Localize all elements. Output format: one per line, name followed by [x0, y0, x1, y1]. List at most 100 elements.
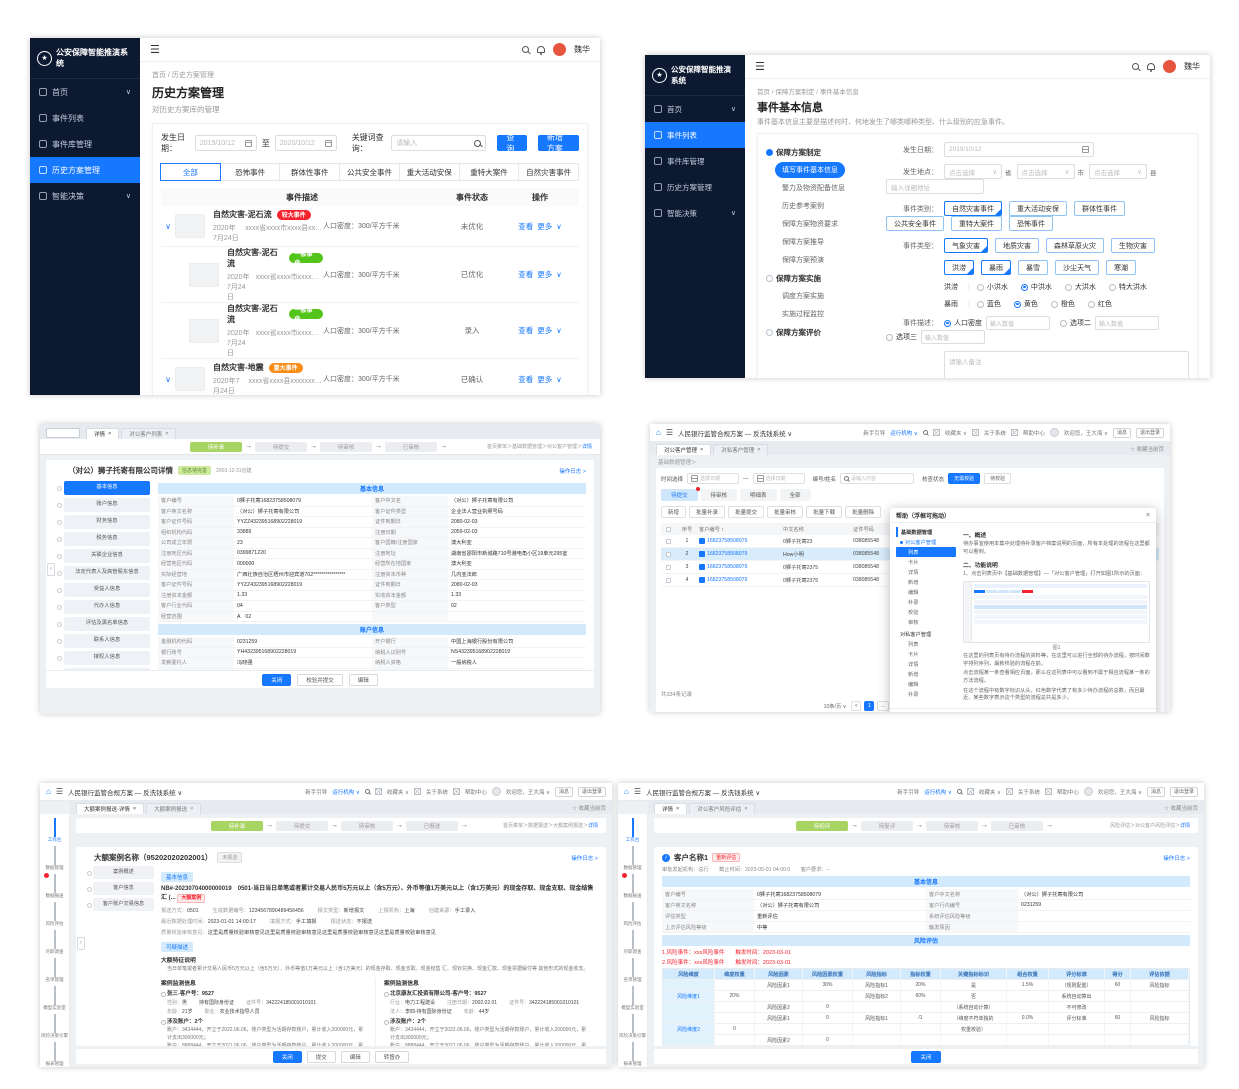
help-nav-item[interactable]: 校验	[908, 609, 919, 616]
keyword-input[interactable]: 请输入	[391, 135, 487, 151]
checkbox[interactable]	[665, 538, 671, 544]
radio-icon[interactable]	[1064, 283, 1072, 291]
hamburger-icon[interactable]: ☰	[665, 428, 674, 437]
step-nav-item[interactable]: 历史参考案例	[782, 203, 824, 210]
step-nav-item[interactable]: 填写事件基本信息	[775, 162, 845, 178]
anchor-nav-item[interactable]: 客户账户交易信息	[87, 898, 154, 911]
message-button[interactable]: 消息	[1146, 786, 1165, 797]
org-select[interactable]: 运行机构 ∨	[890, 430, 918, 437]
rail-item[interactable]: 数据管理	[40, 845, 69, 871]
favorites-label[interactable]: 收藏夹 ∨	[978, 789, 1001, 796]
rail-item[interactable]: 报表管理	[40, 1041, 69, 1067]
step-group-title[interactable]: 保障方案实施	[766, 273, 872, 284]
anchor-nav-item[interactable]: 案例概述	[87, 866, 154, 879]
close-icon[interactable]: ×	[757, 447, 761, 453]
search-icon[interactable]	[364, 789, 370, 794]
more-link[interactable]: 更多	[537, 270, 553, 279]
category-option[interactable]: 重特大案件	[951, 216, 1002, 231]
collect-page-link[interactable]: ☆ 收藏当前页	[1130, 446, 1164, 453]
page-item[interactable]: 1	[864, 701, 875, 711]
checkbox[interactable]	[665, 577, 671, 583]
guide-link[interactable]: 新手引导	[897, 789, 920, 796]
help-nav-item[interactable]: 卡片	[908, 651, 919, 658]
search-icon[interactable]	[1132, 63, 1139, 70]
footer-button[interactable]: 校验并提交	[297, 673, 343, 686]
sidebar-item[interactable]: 历史方案管理 ∨	[645, 174, 745, 200]
app-title[interactable]: 人民银行监管合规方案 — 反洗钱系统 ∨	[646, 789, 761, 797]
rail-item[interactable]: 名单管理	[618, 957, 647, 983]
help-nav-item[interactable]: 卡片	[908, 559, 919, 566]
category-option[interactable]: 恐怖事件	[1009, 216, 1053, 231]
subtype-option[interactable]: 暴雪	[1018, 260, 1048, 275]
home-icon[interactable]: ⌂	[656, 428, 661, 437]
action-button[interactable]: 批量删除	[845, 506, 882, 518]
hamburger-icon[interactable]: ☰	[55, 787, 64, 796]
date-from-input[interactable]: 选择日期	[687, 473, 740, 484]
about-icon[interactable]	[971, 429, 979, 436]
rail-item[interactable]: 工作台	[618, 818, 647, 843]
help-nav-item[interactable]: 详情	[908, 569, 919, 576]
message-button[interactable]: 消息	[554, 786, 573, 797]
rail-item[interactable]: 工作台	[40, 818, 69, 843]
category-option[interactable]: 重大活动安保	[1009, 201, 1067, 216]
favorites-icon[interactable]	[374, 788, 382, 795]
anchor-nav-item[interactable]: 客户信息	[87, 882, 154, 895]
radio-label[interactable]: 大洪水	[1074, 284, 1096, 291]
hamburger-icon[interactable]: ☰	[755, 61, 765, 73]
address-input[interactable]: 输入详细地址	[886, 179, 984, 194]
radio-icon[interactable]	[944, 319, 951, 327]
action-button[interactable]: 批量补录	[689, 506, 726, 518]
help-nav-item[interactable]: 编辑	[908, 681, 919, 688]
value-input[interactable]: 输入数值	[986, 316, 1050, 330]
page-tab[interactable]: 对私客户管理 ×	[713, 444, 769, 455]
tab-selector[interactable]	[46, 427, 80, 438]
radio-icon[interactable]	[1108, 283, 1116, 291]
close-icon[interactable]: ×	[190, 806, 194, 812]
chevron-down-icon[interactable]: ∨	[556, 221, 562, 231]
help-nav-item[interactable]: 补录	[908, 691, 919, 698]
state-tab[interactable]: 待审核	[700, 489, 738, 501]
sidebar-item[interactable]: 智能决策 ∨	[645, 200, 745, 226]
rail-item[interactable]: 风险决策引擎	[40, 1013, 69, 1039]
sidebar-item[interactable]: 首页 ∨	[645, 96, 745, 122]
value-input[interactable]: 输入数值	[1095, 316, 1159, 330]
category-option[interactable]: 公共安全事件	[886, 216, 944, 231]
radio-label[interactable]: 蓝色	[986, 301, 1001, 308]
page-tab[interactable]: 大额案例报送 ×	[146, 803, 202, 814]
page-size-select[interactable]: 10条/页 ∨	[823, 703, 847, 710]
radio-label[interactable]: 中洪水	[1030, 284, 1052, 291]
category-tab[interactable]: 重大活动安保	[398, 163, 460, 181]
category-tab[interactable]: 恐怖事件	[219, 163, 281, 181]
view-link[interactable]: 查看	[518, 326, 534, 335]
step-nav-item[interactable]: 保障方案物资要求	[782, 221, 838, 228]
help-nav-item[interactable]: 编辑	[908, 589, 919, 596]
location-select[interactable]: 点击选择 ∨	[944, 164, 1002, 179]
collapse-toggle[interactable]: ‹	[47, 562, 55, 576]
step-nav-item[interactable]: 警力及物资配备信息	[782, 185, 845, 192]
help-label[interactable]: 帮助中心	[1022, 430, 1045, 437]
org-select[interactable]: 运行机构 ∨	[924, 789, 952, 796]
favorites-icon[interactable]	[966, 788, 974, 795]
about-label[interactable]: 关于系统	[983, 430, 1006, 437]
home-icon[interactable]: ⌂	[46, 787, 51, 796]
subtype-option[interactable]: 沙尘天气	[1055, 260, 1099, 275]
checkbox[interactable]	[665, 551, 671, 557]
view-link[interactable]: 查看	[518, 374, 534, 384]
note-textarea[interactable]: 请输入备注	[944, 351, 1189, 378]
help-label[interactable]: 帮助中心	[464, 789, 487, 796]
help-label[interactable]: 帮助中心	[1056, 789, 1079, 796]
welcome-text[interactable]: 欢迎您，王大海 ∨	[1097, 789, 1142, 796]
operation-log-link[interactable]: 操作日志 >	[1163, 855, 1190, 862]
footer-button[interactable]: 编辑	[340, 1050, 370, 1063]
user-name[interactable]: 魏华	[574, 45, 590, 54]
more-link[interactable]: 更多	[537, 326, 553, 335]
location-select[interactable]: 点击选择 ∨	[1089, 164, 1147, 179]
state-tab[interactable]: 待提交	[661, 487, 700, 501]
desc-option-label[interactable]: 选项三	[896, 334, 917, 341]
logout-button[interactable]: 退出登录	[1169, 786, 1198, 797]
logout-button[interactable]: 退出登录	[1135, 427, 1164, 438]
action-button[interactable]: 批量下载	[806, 506, 843, 518]
collapse-toggle[interactable]: ‹	[77, 936, 85, 950]
radio-icon[interactable]	[976, 300, 984, 308]
view-link[interactable]: 查看	[518, 221, 534, 231]
